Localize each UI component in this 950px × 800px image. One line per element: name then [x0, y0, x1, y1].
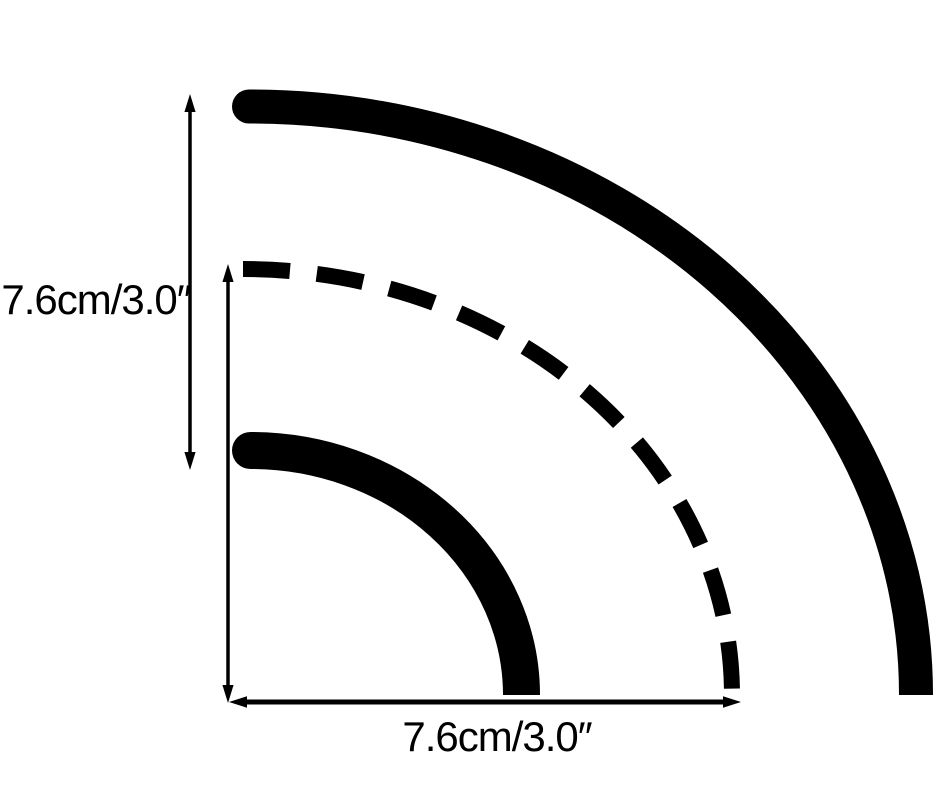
horizontal-arrow-right-head [723, 696, 741, 708]
inner-solid-arc [232, 432, 540, 696]
horizontal-dimension-label: 7.6cm/3.0″ [402, 713, 592, 760]
outer-solid-arc-path [248, 89, 933, 696]
outer-vertical-dimension-arrow [184, 94, 196, 470]
vertical-dimension-label: 7.6cm/3.0″ [1, 276, 191, 323]
inner-vertical-arrow-down-head [222, 685, 234, 703]
inner-vertical-arrow-up-head [222, 264, 234, 282]
horizontal-arrow-left-head [229, 696, 247, 708]
outer-arc-rounded-end [232, 89, 266, 124]
inner-vertical-dimension-arrow [222, 264, 234, 703]
outer-solid-arc [232, 89, 933, 696]
horizontal-dimension-arrow [229, 696, 741, 708]
outer-vertical-arrow-up-head [184, 94, 196, 112]
middle-dashed-arc [242, 261, 740, 696]
inner-solid-arc-path [250, 432, 540, 696]
inner-arc-rounded-end [232, 432, 269, 469]
outer-vertical-arrow-down-head [184, 452, 196, 470]
